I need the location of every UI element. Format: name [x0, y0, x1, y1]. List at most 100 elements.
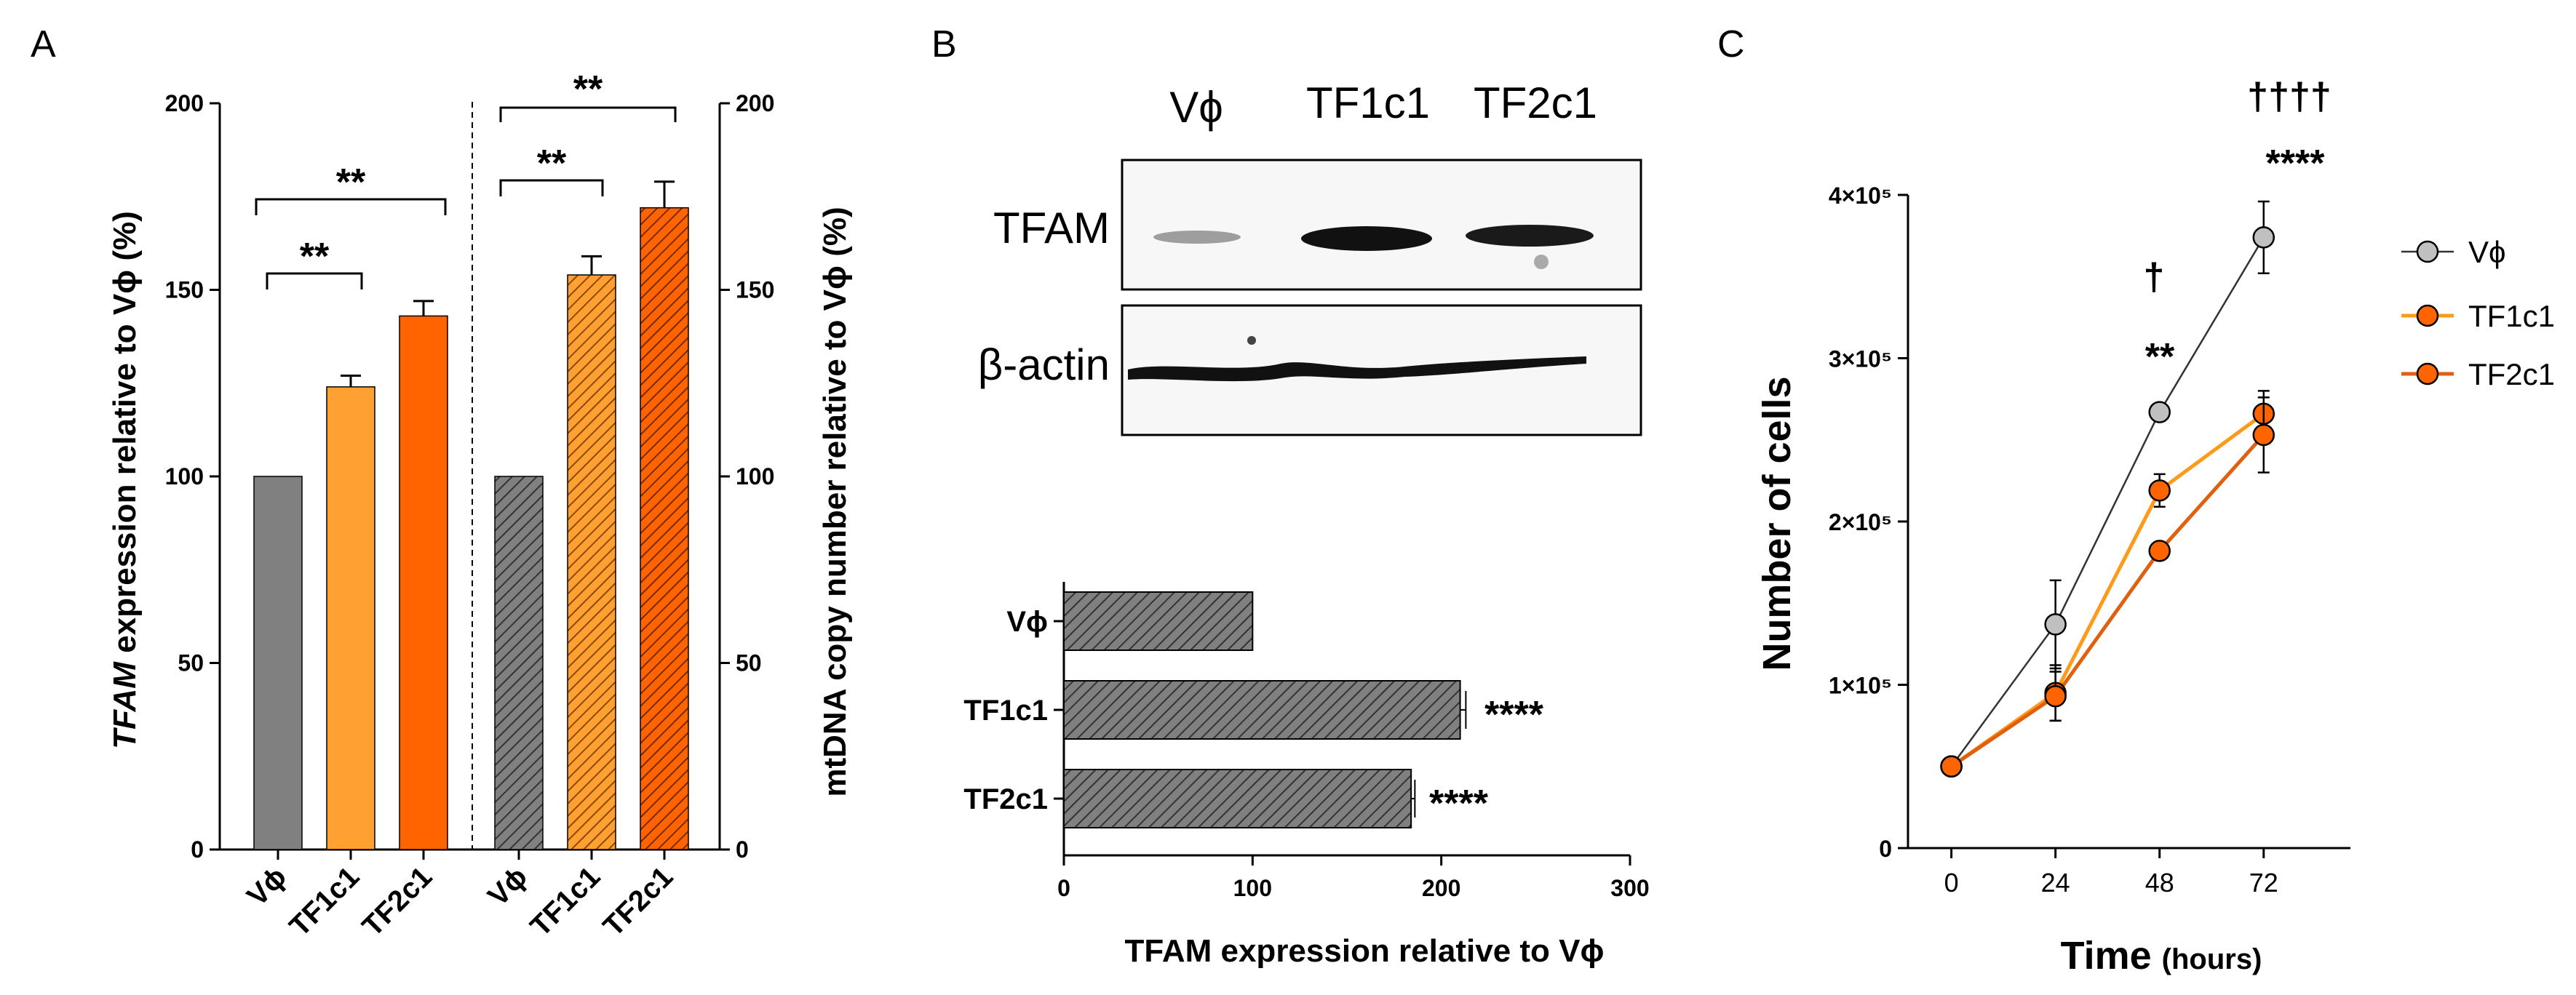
- x-tick-label: Vϕ: [241, 860, 293, 912]
- blot-lane-label: TF2c1: [1474, 79, 1597, 127]
- legend-marker: [2416, 304, 2439, 327]
- x-tick-label: 0: [1057, 875, 1070, 901]
- blot-lane-label: TF1c1: [1306, 79, 1430, 127]
- x-tick-label: Vϕ: [482, 860, 533, 912]
- panel-b-bar-chart: 0 100 200 300 Vϕ TF1c1 TF2c1: [963, 582, 1650, 901]
- bar: [640, 207, 689, 850]
- tfam-blot: [1121, 159, 1642, 291]
- panel-c-xlabel-unit: (hours): [2162, 943, 2262, 975]
- y-tick-label: 4×10⁵: [1829, 183, 1892, 209]
- panel-c-dagger-48: †: [2144, 256, 2165, 298]
- y-tick-label: 200: [165, 90, 204, 116]
- panel-c-star-72: ****: [2266, 143, 2326, 185]
- data-point: [2252, 226, 2275, 249]
- panel-a-left-ylabel-italic: TFAM: [107, 661, 143, 749]
- blot-row-label: TFAM: [993, 204, 1110, 252]
- panel-a-left-star-2: **: [336, 161, 366, 204]
- y-tick-label: 50: [178, 650, 204, 676]
- x-tick-label: 24: [2041, 868, 2070, 898]
- data-point: [2148, 540, 2171, 562]
- series-line: [1950, 236, 2265, 767]
- blot-lane-label: Vϕ: [1169, 83, 1223, 132]
- y-tick-label: 0: [191, 836, 204, 863]
- x-tick-label: 0: [1944, 868, 1959, 898]
- y-tick-label: Vϕ: [1006, 606, 1048, 638]
- panel-b-star-tf2c1: ****: [1429, 783, 1489, 825]
- x-tick-label: 300: [1610, 875, 1649, 901]
- data-point: [2252, 423, 2275, 447]
- panel-a-left-ylabel-rest: expression relative to Vϕ (%): [107, 211, 143, 662]
- panel-c-xlabel-main: Time: [2061, 934, 2152, 978]
- data-point: [2044, 684, 2067, 708]
- bar: [1063, 769, 1412, 828]
- legend-label: TF2c1: [2468, 357, 2555, 391]
- tfam-band: [1153, 231, 1241, 244]
- x-tick-label: TF1c1: [284, 860, 366, 943]
- panel-a-left-star-1: **: [300, 236, 330, 278]
- panel-a-right-bracket-2: [499, 106, 677, 122]
- y-tick-label: 150: [165, 277, 204, 303]
- panel-b-star-tf1c1: ****: [1484, 694, 1544, 736]
- data-point: [2148, 479, 2171, 502]
- tfam-band: [1301, 226, 1432, 251]
- y-tick-label: 2×10⁵: [1829, 509, 1892, 535]
- tfam-band: [1466, 225, 1594, 247]
- panel-c-star-48: **: [2145, 336, 2175, 378]
- x-tick-label: 48: [2145, 868, 2174, 898]
- panel-a-left-bracket-1: [266, 272, 363, 289]
- y-tick-label: TF2c1: [963, 783, 1048, 815]
- y-tick-label: 50: [736, 650, 762, 676]
- y-tick-label: 200: [736, 90, 774, 116]
- legend-label: TF1c1: [2468, 299, 2555, 333]
- y-tick-label: 100: [736, 463, 774, 489]
- bar: [253, 476, 303, 850]
- panel-b-xlabel: TFAM expression relative to Vϕ: [1125, 933, 1605, 969]
- panel-a: A TFAM expression relative to Vϕ (%) mtD…: [31, 23, 853, 943]
- data-point: [1940, 755, 1963, 778]
- panel-a-right-bracket-1: [499, 179, 604, 196]
- panel-c-dagger-72: ††††: [2247, 76, 2331, 118]
- panel-a-left-bracket-2: [255, 198, 447, 215]
- y-tick-label: TF1c1: [963, 695, 1048, 727]
- panel-a-left-axis: 0 50 100 150 200: [165, 90, 221, 863]
- panel-c-ylabel: Number of cells: [1755, 376, 1799, 671]
- bar: [399, 315, 448, 850]
- panel-a-right-star-1: **: [537, 143, 567, 185]
- y-tick-label: 0: [736, 836, 749, 863]
- panel-c: C Number of cells 01×10⁵2×10⁵3×10⁵4×10⁵0…: [1717, 23, 2555, 978]
- data-point: [2044, 613, 2067, 636]
- panel-b-letter: B: [931, 23, 957, 65]
- x-tick-label: 72: [2249, 868, 2278, 898]
- y-tick-label: 100: [165, 463, 204, 489]
- panel-b: B Vϕ TF1c1 TF2c1 TFAM β-actin 0 100 200 300…: [931, 23, 1650, 969]
- bar: [326, 386, 375, 850]
- beta-actin-blot: [1121, 304, 1642, 436]
- x-tick-label: 100: [1233, 875, 1272, 901]
- panel-c-xlabel: Time (hours): [2061, 934, 2262, 978]
- panel-c-letter: C: [1717, 23, 1745, 65]
- x-tick-label: TF2c1: [357, 860, 439, 943]
- bar: [494, 476, 544, 850]
- data-point: [2148, 401, 2171, 423]
- bar: [567, 274, 616, 850]
- x-tick-label: TF2c1: [597, 860, 680, 943]
- panel-c-line-chart: 0 1×10⁵ 2×10⁵ 3×10⁵ 4×10⁵ 0 24 48 72: [1829, 183, 2350, 898]
- series-line: [1950, 412, 2265, 768]
- panel-a-right-star-2: **: [573, 68, 603, 111]
- panel-a-right-ylabel: mtDNA copy number relative to Vϕ (%): [817, 207, 853, 796]
- panel-a-left-ylabel: TFAM expression relative to Vϕ (%): [107, 211, 143, 749]
- series-line: [1950, 433, 2265, 768]
- bar: [1063, 680, 1461, 740]
- x-tick-label: 200: [1422, 875, 1460, 901]
- beta-actin-band: [1128, 356, 1586, 382]
- x-tick-label: TF1c1: [525, 860, 607, 943]
- panel-a-letter: A: [31, 23, 56, 65]
- y-tick-label: 150: [736, 277, 774, 303]
- y-tick-label: 0: [1879, 836, 1892, 862]
- bar: [1063, 591, 1254, 651]
- legend-marker: [2416, 240, 2439, 263]
- panel-a-right-axis: 0 50 100 150 200: [718, 90, 774, 863]
